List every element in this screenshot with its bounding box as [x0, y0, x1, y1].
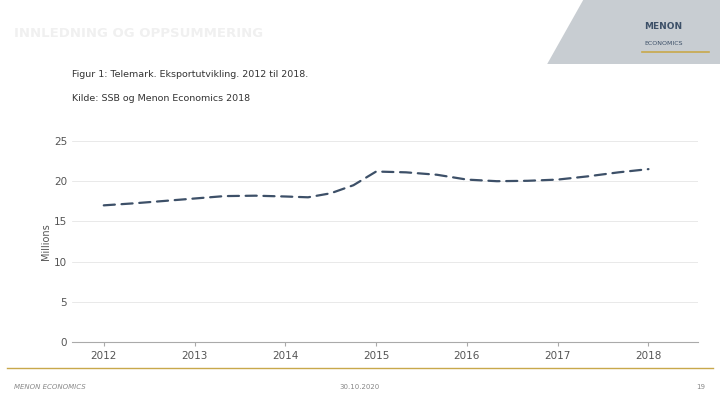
- Text: Figur 1: Telemark. Eksportutvikling. 2012 til 2018.: Figur 1: Telemark. Eksportutvikling. 201…: [72, 70, 308, 79]
- Text: MENON ECONOMICS: MENON ECONOMICS: [14, 384, 86, 390]
- Text: ECONOMICS: ECONOMICS: [644, 41, 683, 46]
- Text: 30.10.2020: 30.10.2020: [340, 384, 380, 390]
- Polygon shape: [547, 0, 720, 64]
- Text: INNLEDNING OG OPPSUMMERING: INNLEDNING OG OPPSUMMERING: [14, 27, 264, 40]
- Y-axis label: Millions: Millions: [41, 223, 51, 260]
- Text: 19: 19: [697, 384, 706, 390]
- Text: Kilde: SSB og Menon Economics 2018: Kilde: SSB og Menon Economics 2018: [72, 94, 250, 103]
- Text: MENON: MENON: [644, 22, 683, 31]
